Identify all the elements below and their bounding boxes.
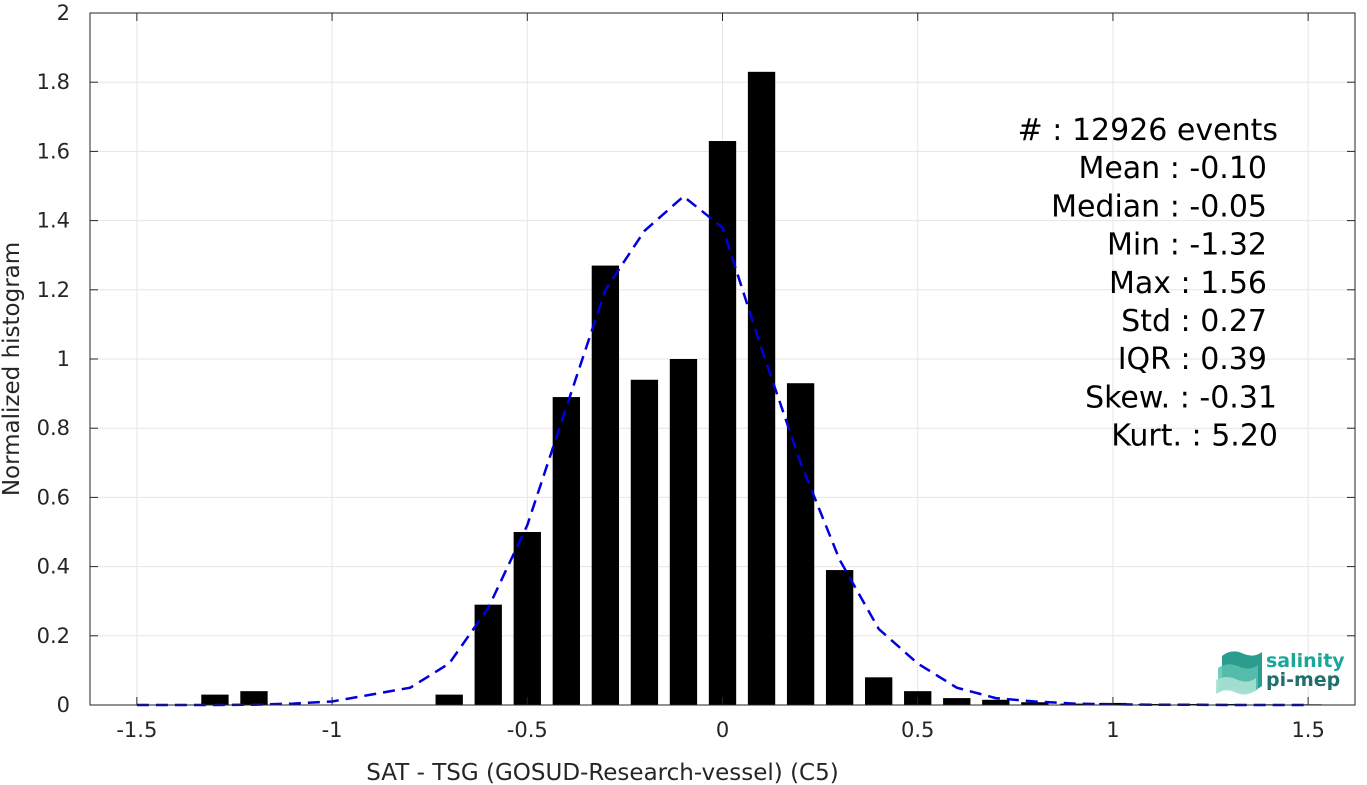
histogram-bar xyxy=(630,379,659,705)
y-tick-label: 0 xyxy=(57,693,70,717)
x-axis-label: SAT - TSG (GOSUD-Research-vessel) (C5) xyxy=(366,760,838,785)
x-tick-label: 0 xyxy=(716,718,729,742)
histogram-bar xyxy=(747,71,776,705)
x-axis-ticks: -1.5 -1 -0.5 0 0.5 1 1.5 xyxy=(116,13,1325,742)
x-tick-label: 1.5 xyxy=(1291,718,1324,742)
histogram-bar xyxy=(865,677,893,705)
y-axis-label: Normalized histogram xyxy=(0,242,25,496)
x-tick-label: -1.5 xyxy=(116,718,157,742)
logo-waves-icon xyxy=(1216,651,1262,695)
histogram-bar xyxy=(552,397,580,705)
stats-line: Max : 1.56 xyxy=(1109,266,1267,301)
x-tick-label: 1 xyxy=(1106,718,1119,742)
salinity-pi-mep-logo: salinity pi-mep xyxy=(1216,650,1345,695)
stats-line: Skew. : -0.31 xyxy=(1085,380,1277,415)
histogram-bar xyxy=(201,694,229,705)
histogram-bars xyxy=(201,71,1322,705)
x-tick-label: -1 xyxy=(322,718,343,742)
histogram-bar xyxy=(1177,703,1205,705)
histogram-bar xyxy=(1216,703,1244,705)
histogram-bar xyxy=(1021,702,1049,705)
stats-line: # : 12926 events xyxy=(1018,113,1278,148)
stats-line: Std : 0.27 xyxy=(1121,304,1267,339)
y-tick-label: 1.4 xyxy=(37,209,70,233)
histogram-bar xyxy=(786,383,815,705)
y-tick-label: 1.6 xyxy=(37,139,70,163)
logo-text-salinity: salinity xyxy=(1266,650,1345,672)
y-tick-label: 2 xyxy=(57,1,70,25)
histogram-bar xyxy=(435,694,463,705)
y-tick-label: 0.6 xyxy=(37,485,70,509)
stats-line: IQR : 0.39 xyxy=(1118,342,1267,377)
x-tick-label: -0.5 xyxy=(507,718,548,742)
y-axis-ticks: 0 0.2 0.4 0.6 0.8 1 1.2 1.4 1.6 1.8 2 xyxy=(37,1,1355,717)
y-tick-label: 1.2 xyxy=(37,278,70,302)
histogram-bar xyxy=(240,691,268,705)
histogram-bar xyxy=(669,359,698,705)
histogram-bar xyxy=(1138,703,1166,705)
x-tick-label: 0.5 xyxy=(901,718,934,742)
histogram-bar xyxy=(825,570,854,705)
logo-text-pi-mep: pi-mep xyxy=(1266,669,1340,691)
y-tick-label: 1.8 xyxy=(37,70,70,94)
histogram-bar xyxy=(982,699,1010,705)
histogram-bar xyxy=(591,265,620,705)
histogram-bar xyxy=(708,141,737,705)
histogram-bar xyxy=(943,698,971,705)
y-tick-label: 0.2 xyxy=(37,624,70,648)
y-tick-label: 0.8 xyxy=(37,416,70,440)
stats-line: Mean : -0.10 xyxy=(1078,151,1267,186)
stats-line: Median : -0.05 xyxy=(1051,189,1267,224)
stats-line: Kurt. : 5.20 xyxy=(1111,419,1278,454)
y-tick-label: 1 xyxy=(57,347,70,371)
stats-line: Min : -1.32 xyxy=(1107,228,1267,263)
histogram-bar xyxy=(474,604,502,705)
y-tick-label: 0.4 xyxy=(37,555,70,579)
histogram-bar xyxy=(513,532,541,705)
